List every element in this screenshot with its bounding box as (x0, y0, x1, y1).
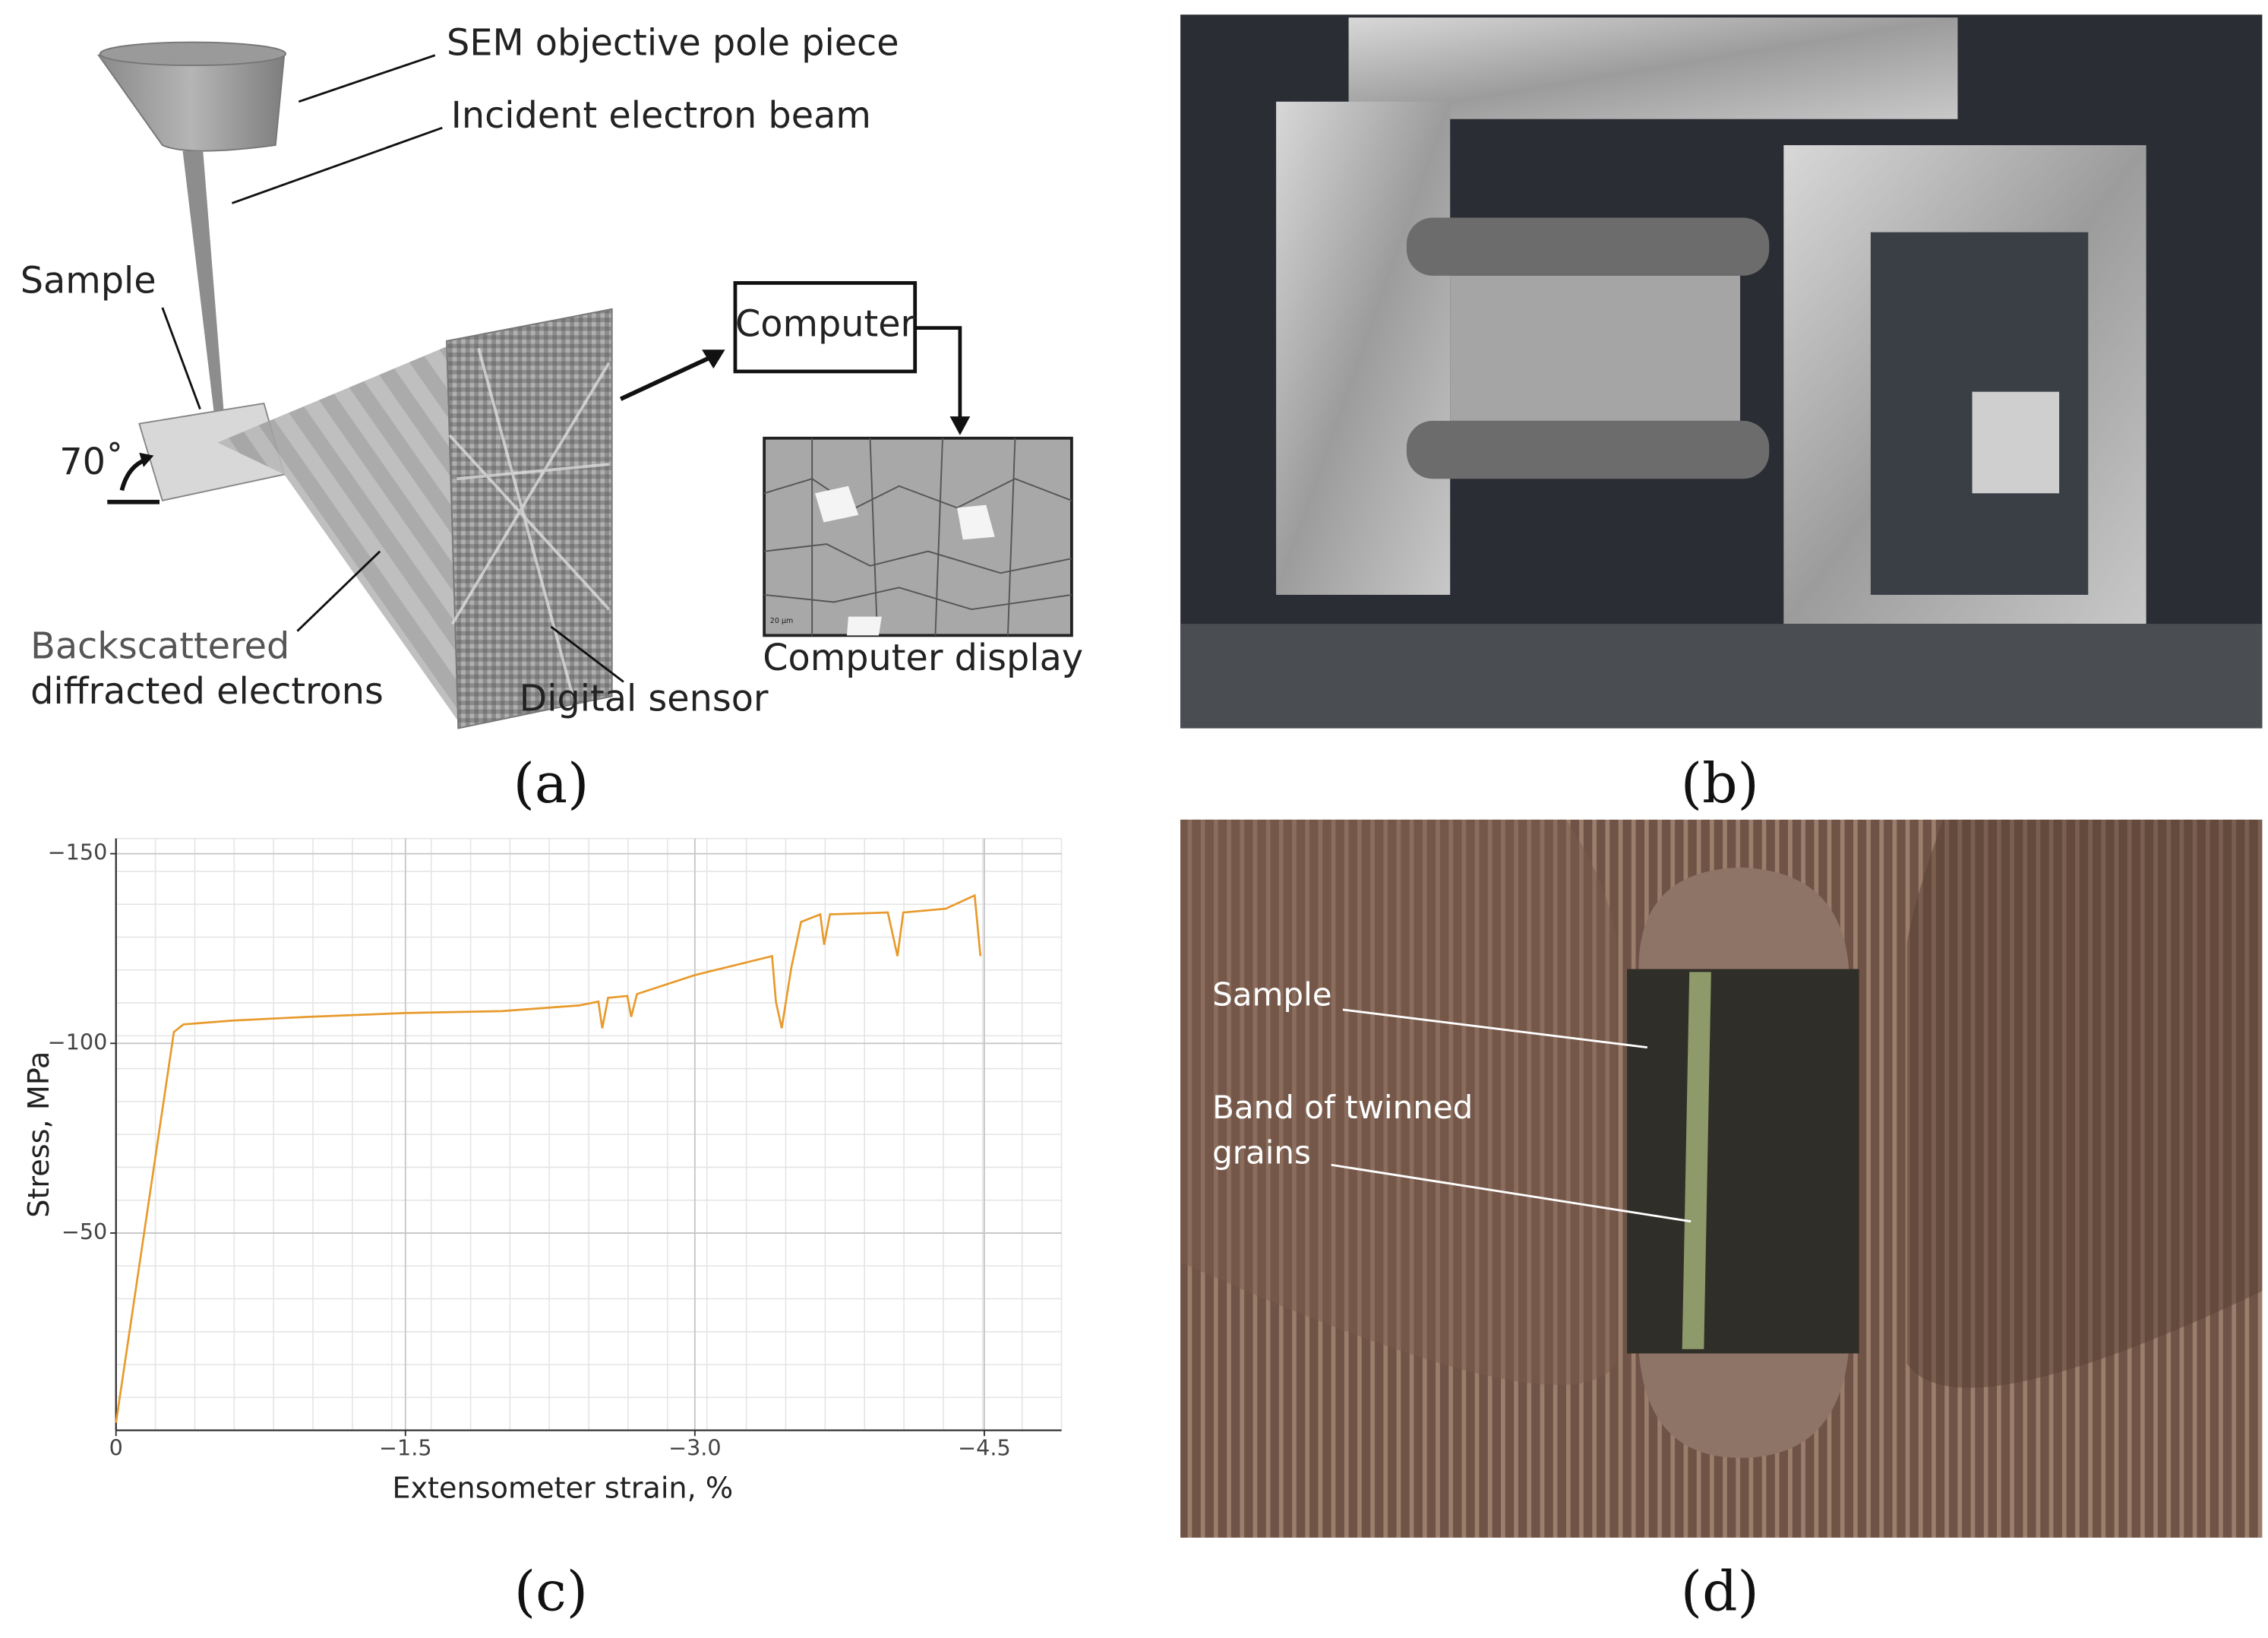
leader-lines (161, 54, 624, 683)
leader-lines (1331, 1008, 1692, 1223)
x-tick-label: −4.5 (958, 1434, 1011, 1460)
x-axis-title: Extensometer strain, % (392, 1472, 733, 1505)
y-tick-label: −50 (62, 1219, 107, 1244)
label: grains (1212, 1134, 1311, 1171)
y-tick-label: −100 (48, 1029, 108, 1055)
x-tick-label: −3.0 (668, 1434, 722, 1460)
computer-box (733, 281, 918, 374)
grain (957, 504, 995, 540)
y-axis-title: Stress, MPa (23, 1051, 56, 1218)
label: Digital sensor (519, 678, 768, 719)
arrow (916, 326, 962, 421)
panel-d-photo: Sample Band of twinned grains (1180, 819, 2263, 1538)
caption: (d) (1681, 1560, 1759, 1624)
caption: (a) (513, 752, 589, 816)
diffracted-electrons (217, 345, 462, 726)
scale-label: 20 µm (770, 617, 794, 625)
label: Band of twinned (1212, 1089, 1473, 1126)
caption: (c) (514, 1560, 588, 1624)
arrow (619, 350, 722, 401)
data-line (115, 893, 982, 1423)
label: diffracted electrons (30, 671, 384, 713)
panel-c-chart: Stress, MPa Extensometer strain, % 0 −1.5… (23, 837, 1063, 1505)
panel-a: 20 µm SEM objective pole piece Incident … (21, 22, 1083, 729)
label: Incident electron beam (451, 95, 871, 137)
grain (814, 485, 859, 523)
grain (846, 616, 882, 636)
label: Computer (735, 304, 916, 346)
label: Backscattered (30, 626, 289, 668)
arrow-head (949, 416, 971, 435)
x-tick-label: 0 (109, 1434, 123, 1460)
y-tick-label: −150 (48, 840, 108, 865)
label: 70˚ (59, 441, 124, 483)
electron-beam (182, 150, 226, 443)
kikuchi-bands (448, 347, 611, 697)
pole-piece-top (99, 41, 287, 67)
label: Sample (1212, 976, 1331, 1013)
label: Computer display (763, 637, 1083, 679)
angle-arrow (139, 452, 154, 467)
panel-b-photo (1180, 14, 2263, 729)
caption: (b) (1681, 752, 1759, 816)
arrow-head (702, 349, 725, 369)
grain-map (763, 438, 1072, 636)
digital-sensor (446, 308, 613, 729)
label: Sample (21, 260, 156, 302)
label: SEM objective pole piece (447, 22, 899, 64)
computer-display (763, 436, 1073, 637)
x-tick-label: −1.5 (379, 1434, 432, 1460)
